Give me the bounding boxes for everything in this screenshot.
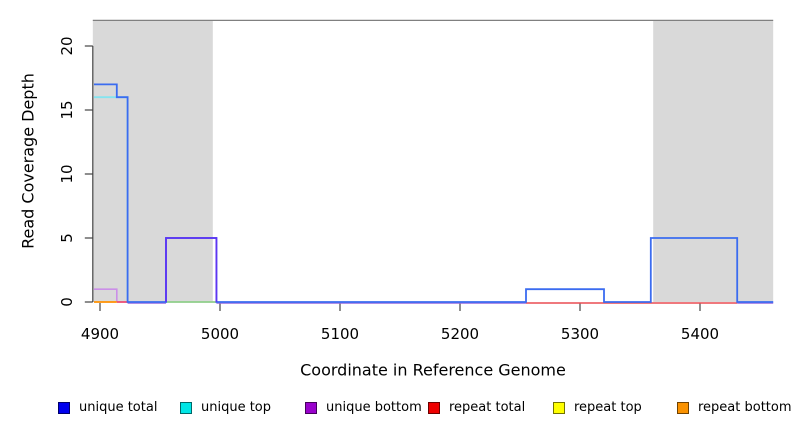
series-segment-unique-total-line — [94, 83, 774, 303]
x-tick-label-5000: 5000 — [200, 325, 240, 343]
legend-item-repeat-bottom: repeat bottom — [677, 400, 792, 415]
legend-item-unique-total: unique total — [58, 400, 158, 415]
legend-item-repeat-total: repeat total — [428, 400, 526, 415]
legend-label: repeat bottom — [698, 400, 792, 415]
y-tick-label-10: 10 — [58, 164, 76, 184]
x-tick-label-5300: 5300 — [560, 325, 600, 343]
y-axis-title: Read Coverage Depth — [18, 73, 38, 249]
x-tick-label-5400: 5400 — [680, 325, 720, 343]
legend-swatch-icon — [677, 401, 689, 414]
x-tick-label-5200: 5200 — [440, 325, 480, 343]
y-tick-label-20: 20 — [58, 36, 76, 56]
legend-swatch-icon — [553, 401, 565, 414]
x-axis-title: Coordinate in Reference Genome — [300, 360, 566, 380]
legend-swatch-icon — [305, 401, 317, 414]
y-tick-label-15: 15 — [58, 100, 76, 120]
legend-swatch-icon — [58, 401, 70, 414]
legend-label: repeat total — [449, 400, 526, 415]
x-tick-label-5100: 5100 — [320, 325, 360, 343]
repeat-region-shading-2 — [653, 20, 774, 303]
y-tick-label-5: 5 — [58, 233, 76, 243]
y-tick-label-0: 0 — [58, 297, 76, 307]
legend-label: repeat top — [574, 400, 642, 415]
legend-item-unique-bottom: unique bottom — [305, 400, 422, 415]
x-tick-label-4900: 4900 — [80, 325, 120, 343]
series-segment-unique-bottom-box — [165, 237, 218, 302]
repeat-region-shading-1 — [92, 20, 213, 303]
legend-label: unique total — [79, 400, 158, 415]
legend-item-unique-top: unique top — [180, 400, 272, 415]
legend-label: unique top — [201, 400, 272, 415]
series-segment-unique-bottom-low-step — [94, 288, 118, 302]
legend-item-repeat-top: repeat top — [553, 400, 642, 415]
legend-swatch-icon — [180, 401, 192, 414]
legend-swatch-icon — [428, 401, 440, 414]
legend-label: unique bottom — [326, 400, 422, 415]
